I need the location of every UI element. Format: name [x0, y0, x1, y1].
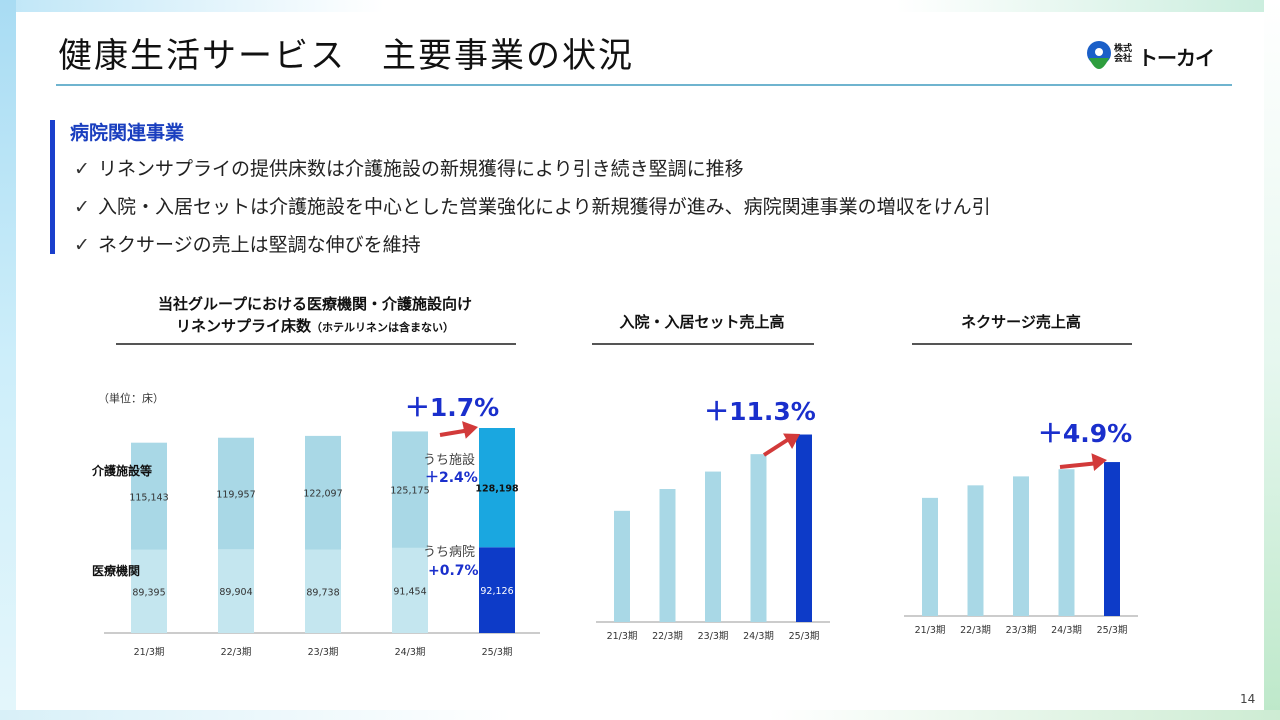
- page-number: 14: [1240, 692, 1256, 706]
- chart2-title-rule: [592, 343, 814, 345]
- chart1-tick-label: 21/3期: [134, 647, 165, 658]
- chart3-title: ネクサージ売上高: [961, 313, 1081, 331]
- chart2-growth: ＋11.3%: [704, 397, 816, 426]
- chart1-bar-medical: [392, 547, 428, 633]
- chart3-title-rule: [912, 343, 1132, 345]
- chart1-label-care: 128,198: [475, 484, 519, 495]
- section-heading: 病院関連事業: [70, 122, 185, 144]
- chart1-growth-arrow-head: [462, 421, 478, 439]
- chart1-label-medical: 89,395: [132, 587, 165, 598]
- chart3-bar: [967, 485, 984, 616]
- chart1-tick-label: 23/3期: [308, 647, 339, 658]
- logo-main-text: トーカイ: [1138, 46, 1215, 70]
- check-icon: ✓: [74, 196, 90, 218]
- chart2-tick-label: 22/3期: [652, 631, 683, 642]
- chart2-tick-label: 23/3期: [698, 631, 729, 642]
- frame-right-decoration: [1264, 0, 1280, 720]
- chart2-bar: [659, 489, 676, 622]
- chart1-bar-medical: [305, 549, 341, 633]
- chart3-bar: [1013, 476, 1029, 616]
- chart3-tick-label: 23/3期: [1006, 625, 1037, 636]
- chart1-legend-medical: 医療機関: [92, 563, 140, 578]
- frame-bottom-decoration: [0, 710, 1280, 720]
- bullet-item: ✓ リネンサプライの提供床数は介護施設の新規獲得により引き続き堅調に推移: [74, 154, 744, 181]
- chart3-bar: [1104, 462, 1120, 616]
- logo-small-text: 株式会社: [1114, 44, 1133, 64]
- chart1-label-medical: 92,126: [480, 586, 513, 597]
- chart1-growth-medical: +0.7%: [428, 563, 479, 579]
- bullet-text: 入院・入居セットは介護施設を中心とした営業強化により新規獲得が進み、病院関連事業…: [98, 196, 991, 218]
- chart1-tick-label: 25/3期: [482, 647, 513, 658]
- chart1-bar-medical: [218, 549, 254, 633]
- chart3-growth: ＋4.9%: [1038, 419, 1132, 448]
- chart1-label-care: 119,957: [216, 490, 255, 501]
- chart3-bar: [1058, 469, 1075, 616]
- chart1-bar-care: [131, 442, 167, 550]
- chart1-title-line2-wrap: リネンサプライ床数（ホテルリネンは含まない）: [100, 315, 530, 339]
- bullet-item: ✓ ネクサージの売上は堅調な伸びを維持: [74, 230, 421, 257]
- title-divider: [56, 84, 1232, 86]
- chart2-bar: [796, 434, 812, 622]
- check-icon: ✓: [74, 158, 90, 180]
- chart1-label-medical: 89,904: [219, 587, 252, 598]
- chart3-tick-label: 24/3期: [1051, 625, 1082, 636]
- chart1-label-medical: 89,738: [306, 587, 339, 598]
- chart1-label-care: 125,175: [390, 486, 429, 497]
- bullet-item: ✓ 入院・入居セットは介護施設を中心とした営業強化により新規獲得が進み、病院関連事…: [74, 192, 991, 219]
- chart2-tick-label: 21/3期: [607, 631, 638, 642]
- chart2-bar: [705, 471, 721, 622]
- bullet-text: ネクサージの売上は堅調な伸びを維持: [98, 234, 421, 256]
- chart1-title-note: （ホテルリネンは含まない）: [311, 321, 454, 334]
- chart2-bar: [614, 510, 630, 622]
- chart1-title-rule: [116, 343, 516, 345]
- chart1-bar-medical: [131, 549, 167, 633]
- chart1-growth-medical-label: うち病院: [423, 545, 475, 560]
- chart2-growth-arrow-shaft: [762, 435, 794, 457]
- chart1-title-line1: 当社グループにおける医療機関・介護施設向け: [157, 295, 473, 313]
- chart1-bar-medical: [479, 547, 515, 633]
- frame-top-decoration: [0, 0, 1280, 12]
- chart1-legend-care: 介護施設等: [91, 463, 152, 478]
- chart1-label-care: 122,097: [303, 489, 342, 500]
- chart2-tick-label: 25/3期: [789, 631, 820, 642]
- chart1-label-medical: 91,454: [393, 586, 426, 597]
- chart1-title: 当社グループにおける医療機関・介護施設向け リネンサプライ床数（ホテルリネンは含…: [100, 293, 530, 339]
- bullet-text: リネンサプライの提供床数は介護施設の新規獲得により引き続き堅調に推移: [98, 158, 744, 180]
- chart3-growth-arrow-shaft: [1059, 461, 1100, 469]
- chart3-growth-arrow-head: [1091, 453, 1107, 472]
- section-accent-bar: [50, 120, 55, 254]
- logo-mark-icon: [1087, 41, 1111, 69]
- chart2-growth-arrow-head: [783, 433, 800, 450]
- chart1-tick-label: 24/3期: [395, 647, 426, 658]
- chart1-unit-label: （単位：床）: [98, 392, 164, 405]
- company-logo: 株式会社 トーカイ: [1086, 40, 1226, 76]
- chart1-growth-total: ＋1.7%: [405, 393, 499, 422]
- chart1-growth-care-label: うち施設: [423, 452, 475, 468]
- chart1-growth-care: ＋2.4%: [425, 470, 478, 486]
- chart1-tick-label: 22/3期: [221, 647, 252, 658]
- check-icon: ✓: [74, 234, 90, 256]
- chart1-title-line2: リネンサプライ床数: [175, 317, 311, 335]
- frame-left-decoration: [0, 0, 16, 720]
- chart1-bar-care: [479, 428, 515, 548]
- chart1-bar-care: [392, 431, 428, 548]
- chart3-tick-label: 21/3期: [915, 625, 946, 636]
- chart1-bar-care: [305, 435, 341, 550]
- page-title: 健康生活サービス 主要事業の状況: [58, 36, 634, 76]
- chart2-title: 入院・入居セット売上高: [619, 313, 785, 331]
- chart1-growth-arrow-shaft: [439, 428, 471, 437]
- chart3-tick-label: 25/3期: [1097, 625, 1128, 636]
- chart1-bar-care: [218, 437, 254, 550]
- chart3-bar: [922, 497, 938, 616]
- chart2-bar: [750, 454, 767, 622]
- chart1-label-care: 115,143: [129, 492, 168, 503]
- chart2-tick-label: 24/3期: [743, 631, 774, 642]
- chart3-tick-label: 22/3期: [960, 625, 991, 636]
